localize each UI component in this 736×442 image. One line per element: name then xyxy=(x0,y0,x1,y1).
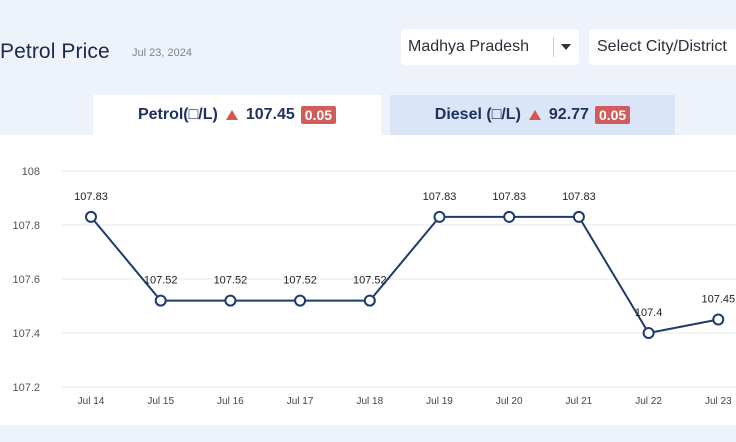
data-point xyxy=(85,210,97,223)
x-tick-label: Jul 15 xyxy=(147,396,174,407)
y-tick-label: 107.6 xyxy=(12,274,40,286)
city-select[interactable]: Select City/District xyxy=(589,29,736,65)
data-label: 107.83 xyxy=(74,191,108,203)
price-chart-panel: 107.2 107.4 107.6 107.8 108 Jul 14 Jul 15 Jul 1… xyxy=(0,135,736,425)
y-tick-label: 107.4 xyxy=(12,328,40,340)
x-tick-label: Jul 20 xyxy=(496,396,523,407)
data-label: 107.4 xyxy=(635,307,663,319)
data-label: 107.83 xyxy=(423,191,457,203)
series-line xyxy=(90,215,719,335)
tab-diesel-label: Diesel (□/L) xyxy=(434,106,521,123)
data-label: 107.52 xyxy=(214,275,248,287)
tab-petrol-change-badge: 0.05 xyxy=(300,106,337,124)
tab-diesel[interactable]: Diesel (□/L) 92.77 0.05 xyxy=(390,95,675,135)
tab-diesel-price: 92.77 xyxy=(548,106,589,123)
x-tick-label: Jul 18 xyxy=(356,396,383,407)
data-point xyxy=(503,210,516,223)
data-label: 107.52 xyxy=(283,275,317,287)
data-label: 107.83 xyxy=(562,191,596,203)
tab-petrol[interactable]: Petrol(□/L) 107.45 0.05 xyxy=(93,95,381,135)
x-tick-label: Jul 19 xyxy=(426,396,453,407)
x-tick-label: Jul 17 xyxy=(287,396,314,407)
data-label: 107.52 xyxy=(353,275,387,287)
tab-diesel-change-badge: 0.05 xyxy=(594,106,631,124)
data-point xyxy=(154,294,167,307)
x-tick-label: Jul 14 xyxy=(78,396,105,407)
x-tick-label: Jul 22 xyxy=(635,396,662,407)
price-header: Petrol Price Jul 23, 2024 Madhya Pradesh… xyxy=(0,0,736,96)
chevron-down-icon[interactable] xyxy=(561,44,571,50)
bottom-strip xyxy=(0,425,736,442)
data-point xyxy=(433,210,446,223)
data-label: 107.52 xyxy=(144,275,178,287)
x-tick-label: Jul 23 xyxy=(705,396,732,407)
y-tick-label: 108 xyxy=(22,166,40,178)
y-tick-label: 107.2 xyxy=(12,382,40,394)
data-label: 107.45 xyxy=(701,294,735,306)
state-select-value: Madhya Pradesh xyxy=(408,38,529,55)
price-date: Jul 23, 2024 xyxy=(132,47,192,59)
data-label: 107.83 xyxy=(492,191,526,203)
y-tick-label: 107.8 xyxy=(12,220,40,232)
trend-up-icon xyxy=(528,110,541,120)
data-point xyxy=(712,313,725,326)
x-tick-label: Jul 21 xyxy=(566,396,593,407)
city-select-value: Select City/District xyxy=(597,38,727,55)
data-point xyxy=(572,210,585,223)
data-point xyxy=(363,294,376,307)
tab-petrol-label: Petrol(□/L) xyxy=(137,106,218,123)
data-point xyxy=(224,294,237,307)
state-select-divider xyxy=(553,37,554,57)
price-line-chart: 107.2 107.4 107.6 107.8 108 Jul 14 Jul 15 Jul 1… xyxy=(12,166,736,407)
data-point xyxy=(294,294,307,307)
data-point xyxy=(642,327,655,339)
x-tick-label: Jul 16 xyxy=(217,396,244,407)
trend-up-icon xyxy=(225,110,238,120)
page-title: Petrol Price xyxy=(0,40,110,63)
state-select[interactable]: Madhya Pradesh xyxy=(401,29,579,65)
tab-petrol-price: 107.45 xyxy=(245,106,295,123)
